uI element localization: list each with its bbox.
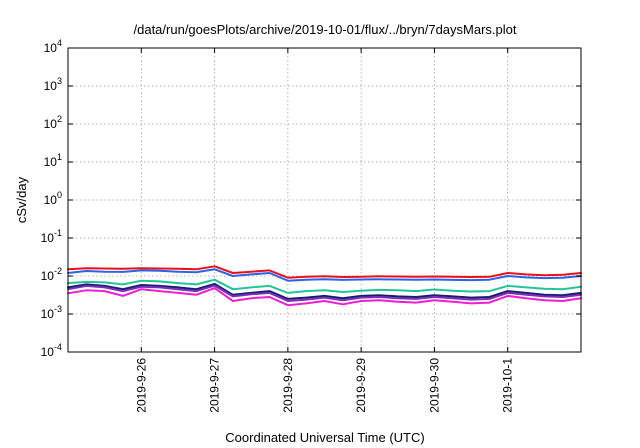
series-line [67, 284, 582, 302]
x-tick-label: 2019-10-1 [501, 358, 515, 413]
y-tick-label: 102 [44, 114, 62, 131]
x-tick-label: 2019-9-26 [134, 358, 148, 413]
series-line [67, 265, 582, 279]
x-tick-label: 2019-9-30 [427, 358, 441, 413]
y-tick-label: 10-1 [41, 228, 62, 245]
y-tick-label: 100 [44, 190, 62, 207]
y-tick-label: 10-4 [41, 342, 62, 359]
series-layer [67, 265, 582, 307]
x-tick-label: 2019-9-27 [208, 358, 222, 413]
y-axis: 10-4 10-3 10-2 10-1 100 101 102 103 104 [41, 38, 581, 359]
x-tick-label: 2019-9-29 [354, 358, 368, 413]
x-axis-label: Coordinated Universal Time (UTC) [225, 430, 424, 445]
y-tick-label: 10-3 [41, 304, 62, 321]
series-line [67, 282, 582, 300]
x-axis: 2019-9-26 2019-9-27 2019-9-28 2019-9-29 2019… [134, 48, 515, 413]
series-line [67, 268, 582, 282]
series-line [67, 287, 582, 307]
y-tick-label: 103 [44, 76, 62, 93]
grid [68, 48, 581, 352]
y-axis-label: cSv/day [14, 176, 29, 223]
y-tick-label: 101 [44, 152, 62, 169]
x-tick-label: 2019-9-28 [281, 358, 295, 413]
y-tick-label: 10-2 [41, 266, 62, 283]
chart-title: /data/run/goesPlots/archive/2019-10-01/f… [134, 22, 517, 37]
series-line [67, 278, 582, 294]
y-tick-label: 104 [44, 38, 62, 55]
